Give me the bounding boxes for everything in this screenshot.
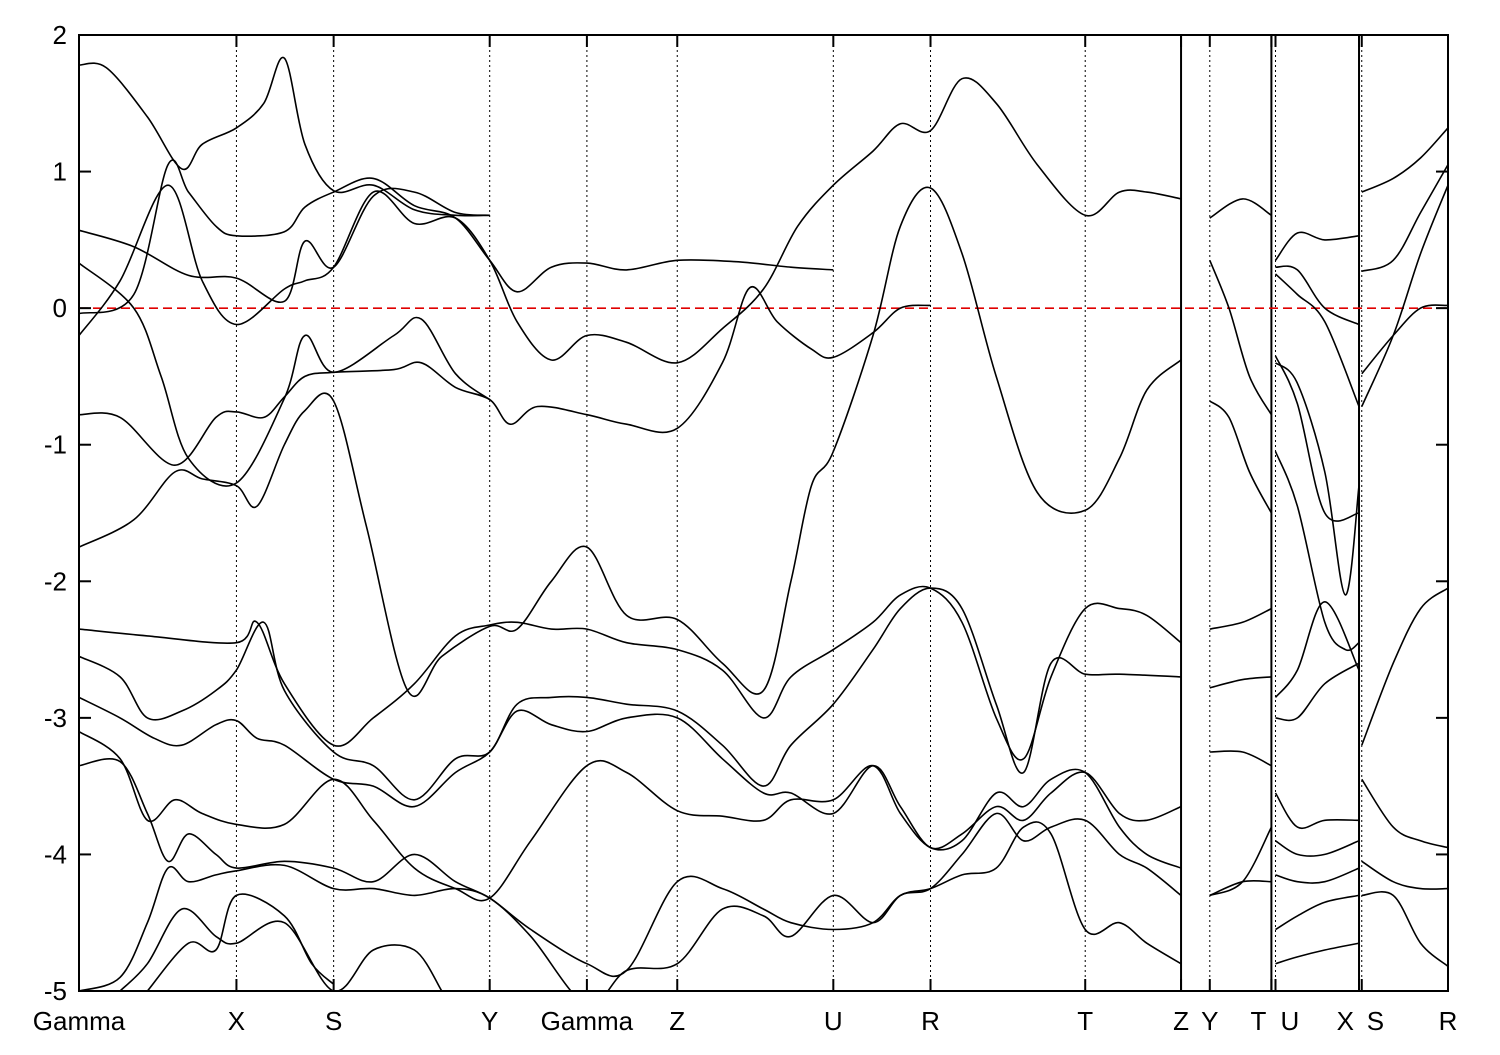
x-tick-label: Y bbox=[1201, 1006, 1218, 1036]
x-tick-label: Y bbox=[481, 1006, 498, 1036]
band-line-20 bbox=[1209, 750, 1272, 767]
y-axis-tick-labels: 2 1 0 -1 -2 -3 -4 -5 bbox=[44, 20, 67, 1006]
band-line-34 bbox=[1275, 894, 1360, 931]
band-line-4 bbox=[79, 77, 1182, 364]
y-tick-label: 0 bbox=[53, 293, 67, 323]
band-line-16 bbox=[1209, 260, 1273, 416]
x-tick-label: R bbox=[921, 1006, 940, 1036]
band-line-36 bbox=[1361, 127, 1448, 193]
y-tick-label: -4 bbox=[44, 839, 67, 869]
x-tick-label: S bbox=[1367, 1006, 1384, 1036]
band-line-13 bbox=[119, 907, 443, 991]
x-tick-label: X bbox=[1337, 1006, 1354, 1036]
x-tick-label: Z bbox=[1173, 1006, 1189, 1036]
band-line-12 bbox=[79, 821, 1182, 991]
y-tick-label: 1 bbox=[53, 157, 67, 187]
x-tick-label: R bbox=[1439, 1006, 1458, 1036]
y-tick-label: -3 bbox=[44, 703, 67, 733]
band-line-39 bbox=[1361, 184, 1448, 407]
x-tick-label: X bbox=[228, 1006, 245, 1036]
y-tick-label: -1 bbox=[44, 430, 67, 460]
band-line-28 bbox=[1274, 451, 1360, 652]
band-line-37 bbox=[1361, 164, 1448, 273]
band-line-25 bbox=[1274, 273, 1360, 407]
axis-ticks bbox=[79, 34, 1448, 992]
x-tick-label: Gamma bbox=[541, 1006, 634, 1036]
band-line-32 bbox=[1275, 840, 1360, 857]
band-line-8 bbox=[79, 587, 1182, 801]
band-line-40 bbox=[1361, 587, 1448, 746]
band-line-33 bbox=[1275, 867, 1360, 884]
band-line-23 bbox=[1274, 231, 1360, 261]
band-line-9 bbox=[79, 696, 1182, 850]
band-line-43 bbox=[1361, 891, 1448, 968]
y-tick-label: -5 bbox=[44, 976, 67, 1006]
y-tick-label: 2 bbox=[53, 20, 67, 50]
band-line-5 bbox=[79, 285, 931, 466]
band-line-29 bbox=[1274, 601, 1360, 698]
band-line-41 bbox=[1361, 778, 1448, 849]
band-line-31 bbox=[1274, 792, 1360, 829]
x-tick-label: Gamma bbox=[33, 1006, 126, 1036]
x-tick-label: T bbox=[1251, 1006, 1267, 1036]
band-line-3 bbox=[79, 159, 834, 315]
x-tick-label: S bbox=[325, 1006, 342, 1036]
band-line-7 bbox=[79, 585, 1182, 761]
band-line-19 bbox=[1209, 676, 1272, 689]
x-tick-label: U bbox=[1281, 1006, 1300, 1036]
band-line-42 bbox=[1361, 860, 1448, 890]
band-line-15 bbox=[1209, 198, 1272, 219]
band-line-6 bbox=[79, 186, 1182, 698]
band-line-38 bbox=[1361, 304, 1448, 375]
band-line-26 bbox=[1274, 355, 1360, 522]
band-line-35 bbox=[1275, 942, 1360, 965]
band-lines bbox=[79, 56, 1448, 991]
plot-frame bbox=[78, 34, 1449, 992]
band-line-0 bbox=[79, 56, 490, 217]
x-tick-label: T bbox=[1077, 1006, 1093, 1036]
band-line-24 bbox=[1275, 265, 1360, 326]
band-line-17 bbox=[1209, 400, 1273, 514]
band-line-18 bbox=[1209, 607, 1272, 630]
x-tick-label: U bbox=[824, 1006, 843, 1036]
band-line-14 bbox=[146, 893, 335, 991]
band-line-22 bbox=[1209, 826, 1273, 897]
x-axis-tick-labels: Gamma X S Y Gamma Z U R T Z Y T U X S R bbox=[33, 1006, 1458, 1036]
band-line-27 bbox=[1274, 362, 1360, 596]
x-tick-label: Z bbox=[669, 1006, 685, 1036]
band-line-1 bbox=[79, 187, 490, 304]
band-line-11 bbox=[79, 757, 1182, 977]
band-line-30 bbox=[1275, 662, 1360, 722]
band-line-10 bbox=[79, 730, 1182, 902]
band-line-2 bbox=[79, 262, 491, 487]
y-tick-label: -2 bbox=[44, 566, 67, 596]
grid-lines bbox=[235, 35, 1363, 991]
